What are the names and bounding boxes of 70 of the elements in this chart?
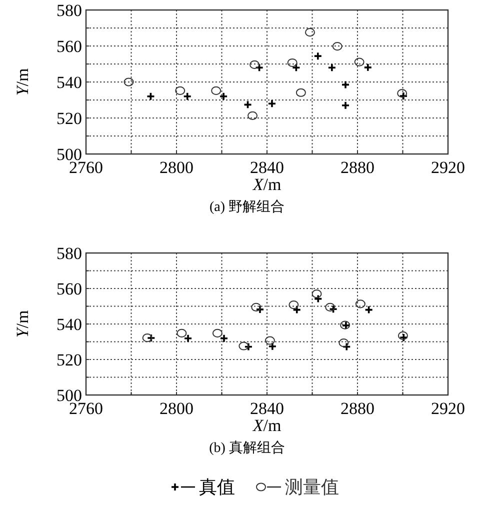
x-tick-label: 2840 — [250, 158, 284, 177]
legend-label: 测量值 — [285, 477, 339, 497]
point — [399, 92, 408, 100]
point — [182, 92, 192, 101]
text: (a) 野解组合 — [209, 199, 285, 215]
point — [292, 63, 301, 72]
point — [354, 58, 364, 66]
x-axis-title: X/m — [252, 416, 282, 435]
x-tick-label: 2920 — [431, 399, 465, 418]
point — [264, 336, 275, 345]
point — [292, 305, 302, 314]
y-tick-label: 580 — [56, 1, 82, 20]
point — [220, 334, 228, 343]
point — [288, 300, 299, 310]
point — [328, 63, 336, 72]
point — [244, 342, 253, 352]
point — [314, 52, 322, 60]
point — [397, 89, 408, 98]
point — [219, 92, 228, 101]
y-axis-title: Y/m — [13, 310, 32, 338]
x-tick-label: 2840 — [250, 399, 284, 418]
point — [342, 342, 352, 352]
point — [184, 334, 192, 343]
point — [268, 99, 276, 108]
point — [254, 63, 264, 72]
text: (b) 真解组合 — [209, 440, 285, 456]
point — [341, 80, 350, 90]
point — [364, 63, 372, 72]
point — [287, 58, 298, 68]
point — [250, 60, 260, 70]
point — [146, 334, 156, 342]
x-tick-label: 2880 — [340, 399, 374, 418]
y-tick-label: 520 — [56, 350, 82, 370]
point — [146, 92, 156, 101]
point — [248, 111, 258, 120]
y-tick-label: 540 — [56, 315, 82, 334]
point — [296, 88, 306, 97]
point — [142, 334, 152, 342]
y-tick-label: 560 — [56, 280, 82, 298]
point — [364, 305, 374, 314]
point — [304, 28, 315, 37]
y-axis-title: Y/m — [13, 68, 32, 96]
y-tick-label: 520 — [56, 109, 82, 128]
y-tick-label: 560 — [56, 37, 82, 56]
y-tick-label: 540 — [56, 73, 82, 92]
point — [124, 78, 134, 86]
point — [314, 294, 323, 304]
point — [338, 338, 349, 348]
point — [325, 302, 336, 312]
x-tick-label: 2880 — [340, 158, 374, 177]
point — [256, 305, 264, 314]
point — [341, 101, 350, 110]
x-tick-label: 2800 — [160, 158, 194, 177]
x-tick-label: 2800 — [160, 399, 194, 418]
point — [328, 304, 338, 314]
point — [268, 342, 277, 351]
point — [251, 302, 262, 312]
point — [332, 42, 342, 51]
point — [176, 328, 187, 338]
point — [238, 342, 249, 350]
point — [212, 328, 222, 338]
point — [312, 290, 322, 298]
legend-label: 真值 — [199, 477, 235, 497]
point — [243, 100, 252, 110]
x-axis-title: X/m — [252, 175, 282, 194]
y-tick-label: 580 — [56, 244, 82, 263]
point — [175, 86, 186, 95]
x-tick-label: 2920 — [431, 158, 465, 177]
point — [211, 86, 222, 95]
point — [355, 300, 366, 308]
